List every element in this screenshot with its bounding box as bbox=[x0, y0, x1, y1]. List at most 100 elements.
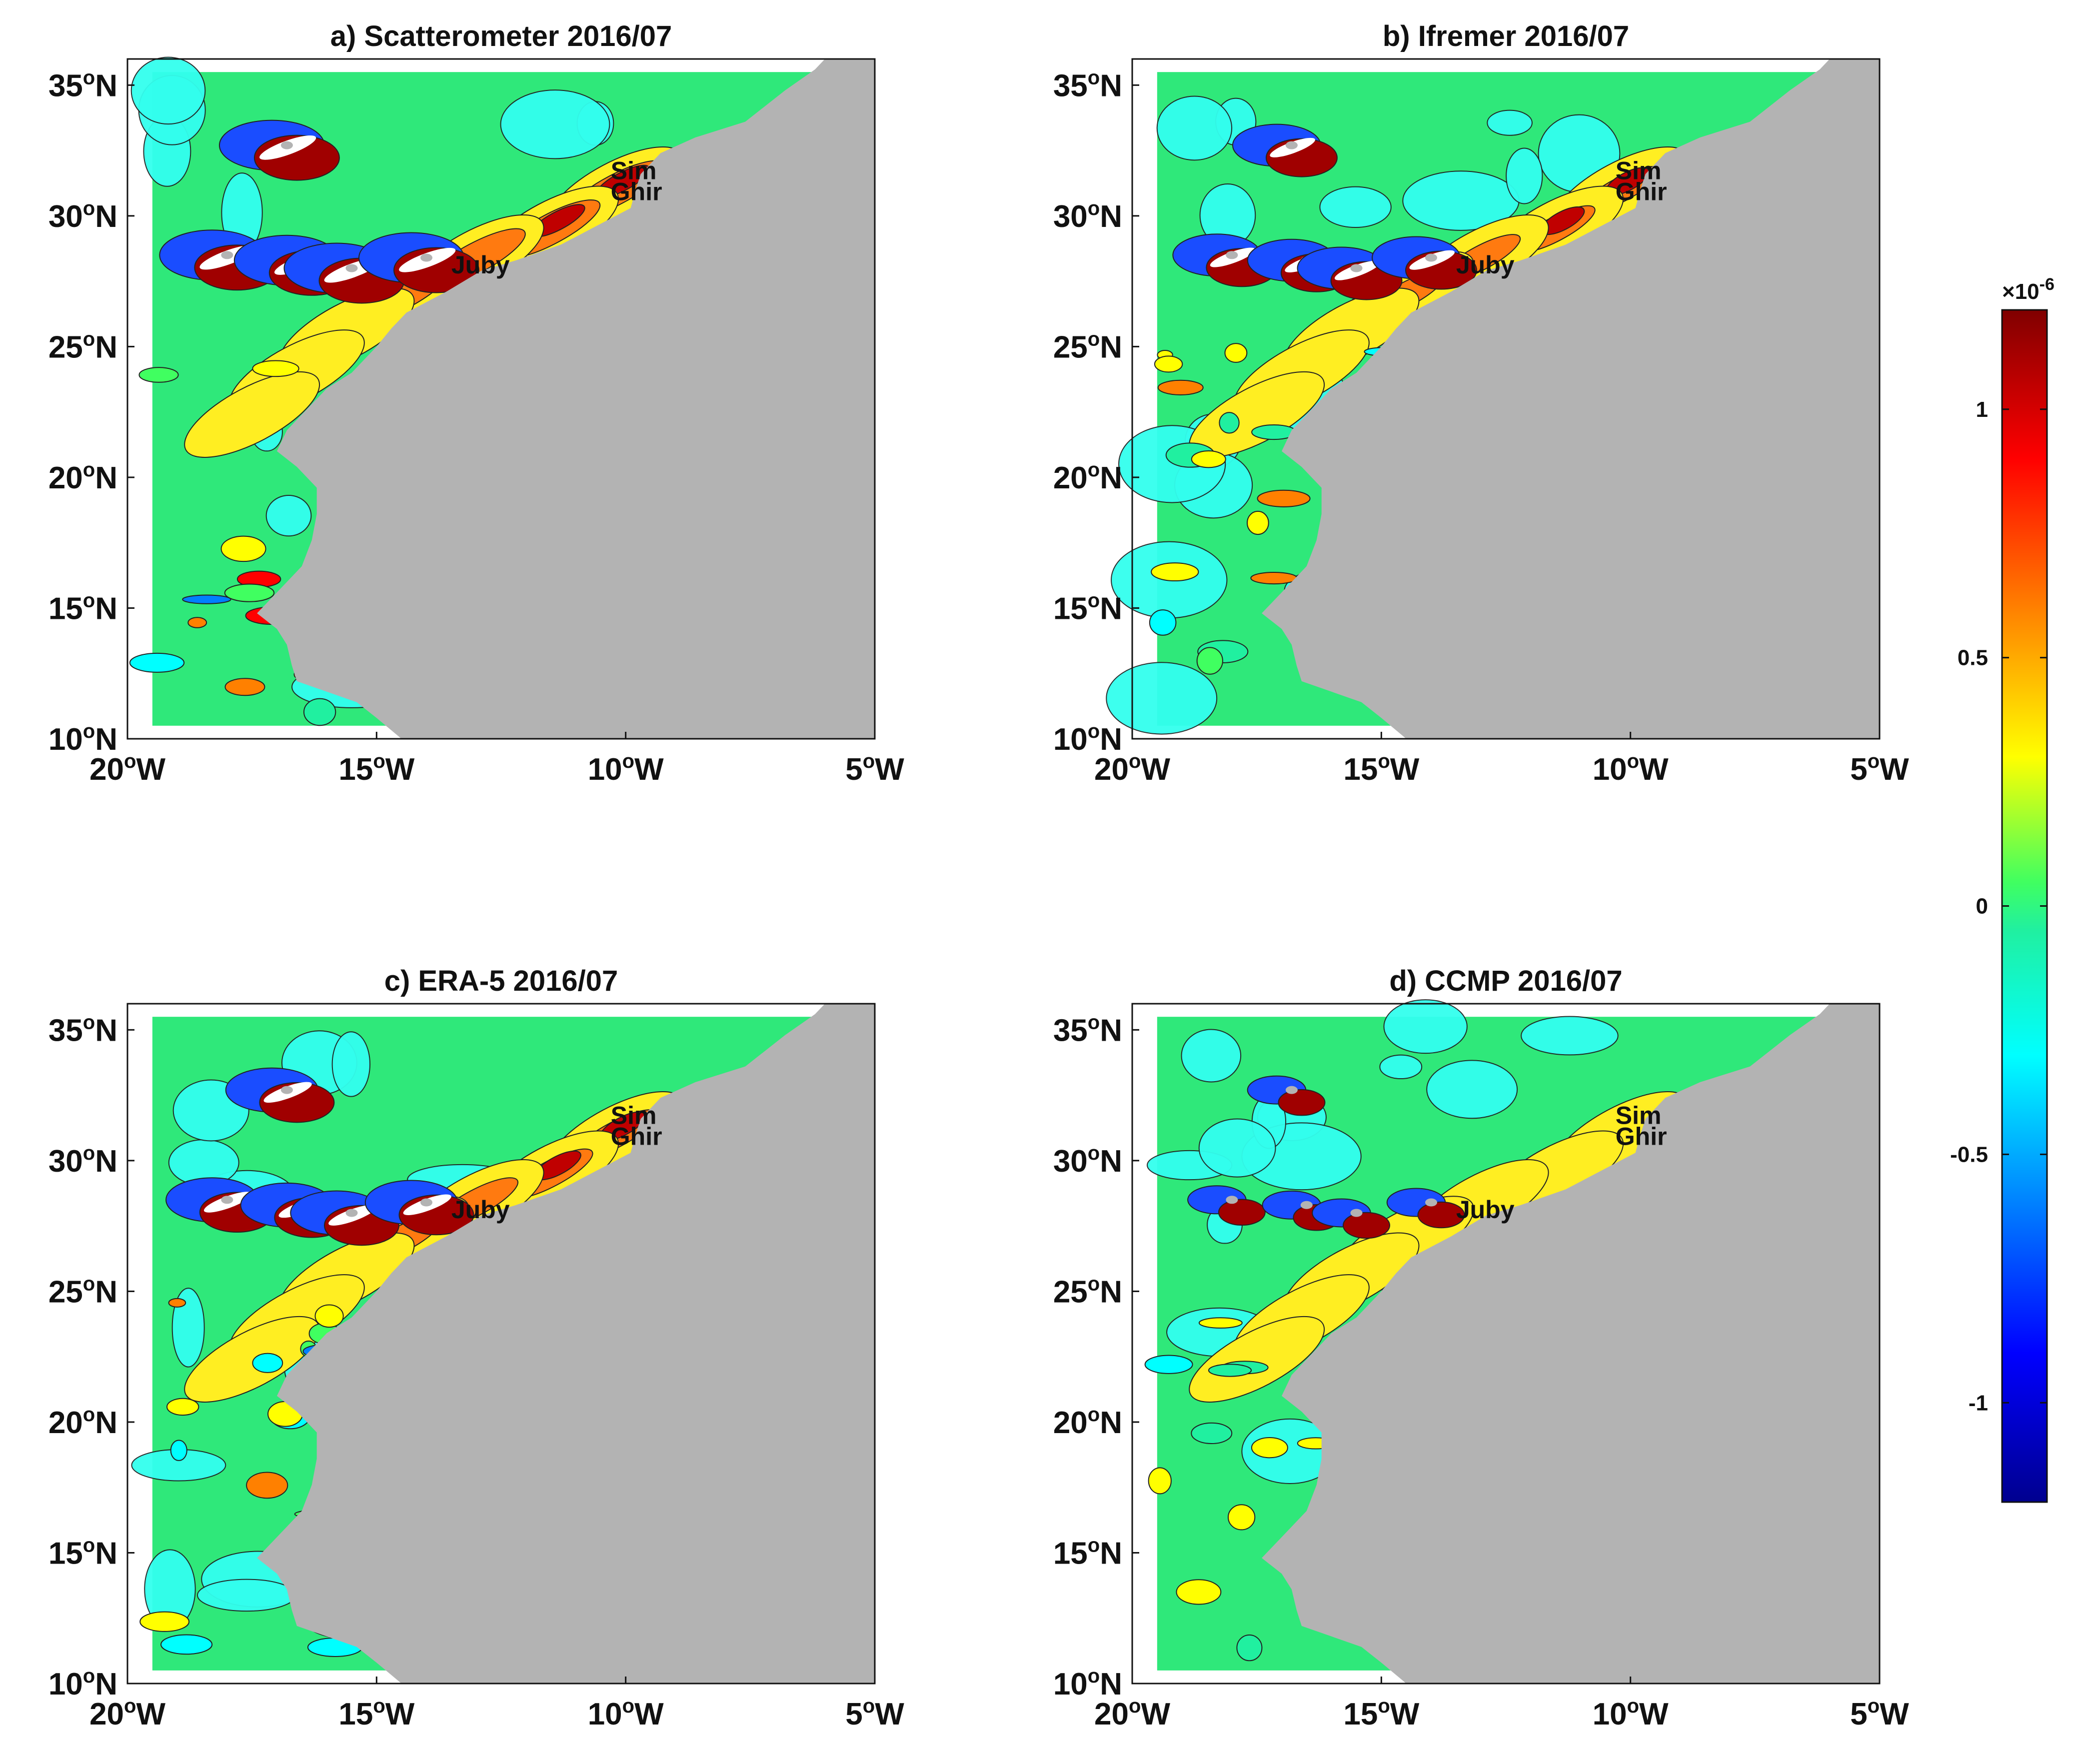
colorbar-tick-label: 0.5 bbox=[1958, 646, 1988, 670]
island bbox=[280, 141, 293, 149]
small-anomaly bbox=[1157, 379, 1204, 395]
negative-anomaly bbox=[171, 1288, 205, 1368]
negative-anomaly bbox=[1383, 999, 1468, 1054]
island bbox=[1300, 1201, 1313, 1209]
land-mass bbox=[1262, 59, 1880, 739]
lat-tick-label: 15oN bbox=[1053, 1534, 1122, 1571]
map-panel-c: c) ERA-5 2016/07 20oW 15oW 10oW 5oW 10oN 15oN 2… bbox=[48, 965, 904, 1732]
lon-tick-label: 20oW bbox=[1094, 1695, 1170, 1732]
small-anomaly bbox=[187, 617, 207, 628]
axes-frame bbox=[126, 1003, 876, 1685]
lon-tick-label: 15oW bbox=[338, 750, 414, 787]
lat-tick-label: 35oN bbox=[1053, 66, 1122, 103]
small-anomaly bbox=[1257, 489, 1311, 507]
island bbox=[420, 1198, 432, 1207]
positive-anomaly bbox=[1218, 1199, 1266, 1226]
place-label-juby: Juby bbox=[451, 1196, 510, 1224]
small-anomaly bbox=[166, 1398, 199, 1416]
island bbox=[1226, 251, 1238, 259]
small-anomaly bbox=[170, 1440, 187, 1461]
panel-title: b) Ifremer 2016/07 bbox=[1383, 20, 1629, 52]
negative-anomaly bbox=[1181, 1029, 1242, 1083]
colorbar-tick-label: 1 bbox=[1976, 397, 1988, 422]
negative-anomaly bbox=[1106, 662, 1218, 735]
small-anomaly bbox=[138, 367, 179, 383]
lat-tick-label: 20oN bbox=[1053, 459, 1122, 495]
lat-tick-label: 30oN bbox=[1053, 1142, 1122, 1179]
negative-anomaly bbox=[1521, 1016, 1619, 1056]
land-mass bbox=[257, 1004, 875, 1684]
place-label-juby: Juby bbox=[1456, 1196, 1515, 1224]
negative-anomaly bbox=[265, 495, 312, 537]
colorbar-tick-label: -0.5 bbox=[1950, 1142, 1988, 1167]
small-anomaly bbox=[182, 594, 231, 604]
small-anomaly bbox=[1236, 1634, 1263, 1662]
small-anomaly bbox=[1250, 571, 1298, 585]
small-anomaly bbox=[1227, 1504, 1256, 1531]
small-anomaly bbox=[1154, 355, 1183, 373]
lon-tick-label: 15oW bbox=[338, 1695, 414, 1732]
small-anomaly bbox=[246, 1472, 288, 1499]
small-anomaly bbox=[1251, 1437, 1288, 1459]
small-anomaly bbox=[1144, 1355, 1193, 1374]
colorbar-tick-label: -1 bbox=[1969, 1391, 1988, 1415]
panel-title: c) ERA-5 2016/07 bbox=[384, 965, 618, 997]
lat-tick-label: 30oN bbox=[48, 197, 117, 234]
island bbox=[1425, 1198, 1437, 1207]
colorbar-tick-label: 0 bbox=[1976, 894, 1988, 919]
negative-anomaly bbox=[1487, 109, 1533, 136]
lat-tick-label: 10oN bbox=[48, 1665, 117, 1702]
island bbox=[345, 1209, 358, 1217]
lat-tick-label: 15oN bbox=[1053, 589, 1122, 626]
small-anomaly bbox=[160, 1634, 213, 1655]
small-anomaly bbox=[1246, 510, 1269, 535]
place-label-sim: Sim bbox=[611, 1102, 657, 1130]
positive-anomaly bbox=[1278, 1089, 1326, 1116]
colorbar-exponent: -6 bbox=[2040, 275, 2055, 294]
lat-tick-label: 25oN bbox=[48, 328, 117, 364]
small-anomaly bbox=[1191, 1422, 1233, 1445]
lon-tick-label: 20oW bbox=[89, 750, 165, 787]
positive-anomaly bbox=[1417, 1201, 1465, 1229]
small-anomaly bbox=[1176, 1579, 1222, 1605]
small-anomaly bbox=[1196, 647, 1223, 675]
lat-tick-label: 35oN bbox=[48, 1011, 117, 1048]
lon-tick-label: 15oW bbox=[1343, 1695, 1419, 1732]
lat-tick-label: 30oN bbox=[48, 1142, 117, 1179]
colorbar-ramp bbox=[2001, 309, 2048, 1503]
colorbar: 1 0.5 0 -0.5 -1 ×10-6 bbox=[1950, 275, 2055, 1503]
place-label-ghir: Ghir bbox=[1616, 1122, 1667, 1150]
lat-tick-label: 10oN bbox=[1053, 1665, 1122, 1702]
negative-anomaly bbox=[196, 1579, 296, 1612]
small-anomaly bbox=[224, 678, 265, 696]
small-anomaly bbox=[314, 1304, 344, 1328]
lon-tick-label: 5oW bbox=[1850, 750, 1909, 787]
lon-tick-label: 10oW bbox=[588, 750, 664, 787]
place-label-ghir: Ghir bbox=[1616, 177, 1667, 205]
negative-anomaly bbox=[1156, 95, 1233, 161]
panel-title: d) CCMP 2016/07 bbox=[1389, 965, 1622, 997]
lat-tick-label: 25oN bbox=[48, 1273, 117, 1309]
island bbox=[280, 1086, 293, 1094]
island bbox=[420, 253, 432, 262]
small-anomaly bbox=[1148, 1467, 1172, 1495]
positive-anomaly bbox=[1343, 1212, 1390, 1239]
lon-tick-label: 20oW bbox=[1094, 750, 1170, 787]
lat-tick-label: 30oN bbox=[1053, 197, 1122, 234]
lat-tick-label: 10oN bbox=[1053, 720, 1122, 757]
small-anomaly bbox=[220, 535, 266, 562]
small-anomaly bbox=[252, 360, 299, 377]
lat-tick-label: 20oN bbox=[1053, 1404, 1122, 1440]
lat-tick-label: 20oN bbox=[48, 1404, 117, 1440]
small-anomaly bbox=[1208, 1364, 1252, 1377]
land-mass bbox=[1262, 1004, 1880, 1684]
lon-tick-label: 10oW bbox=[1593, 750, 1669, 787]
lon-tick-label: 10oW bbox=[1593, 1695, 1669, 1732]
small-anomaly bbox=[252, 1353, 283, 1373]
map-panel-d: d) CCMP 2016/07 20oW 15oW 10oW 5oW 10oN 15oN 20… bbox=[1053, 965, 1909, 1732]
lat-tick-label: 25oN bbox=[1053, 1273, 1122, 1309]
place-label-ghir: Ghir bbox=[611, 177, 662, 205]
small-anomaly bbox=[1219, 412, 1240, 434]
negative-anomaly bbox=[500, 89, 610, 159]
